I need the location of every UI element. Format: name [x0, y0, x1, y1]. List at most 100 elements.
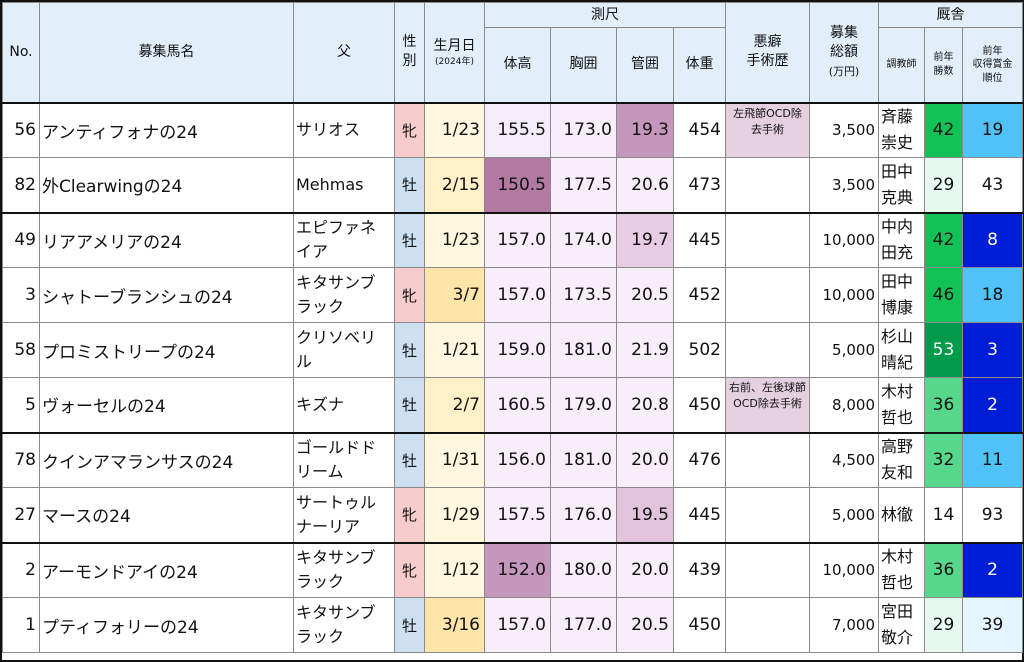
cell-sire-line1: キタサンブ — [296, 548, 376, 568]
cell-wins: 29 — [924, 157, 963, 213]
cell-cannon: 20.5 — [616, 267, 674, 323]
cell-chest: 180.0 — [550, 541, 617, 598]
cell-trainer: 木村 哲也 — [878, 541, 925, 598]
cell-rank: 2 — [961, 541, 1024, 598]
cell-no: 82 — [2, 157, 40, 213]
cell-cannon: 19.7 — [616, 211, 674, 268]
header-weight: 体重 — [673, 27, 726, 103]
cell-sire: エピファネ イア — [293, 211, 395, 268]
cell-rank: 2 — [961, 377, 1024, 433]
cell-sire-line2: ラック — [296, 297, 345, 316]
cell-sire: キタサンブ ラック — [293, 541, 395, 598]
cell-trainer-line2: 哲也 — [881, 407, 914, 427]
cell-vice — [725, 322, 810, 378]
cell-horse-name: プティフォリーの24 — [39, 597, 294, 653]
cell-sire: キタサンブ ラック — [293, 267, 395, 323]
cell-weight: 452 — [673, 267, 726, 323]
cell-sire: サートゥル ナーリア — [293, 487, 395, 543]
cell-height: 159.0 — [484, 322, 551, 378]
cell-horse-name: 外Clearwingの24 — [39, 157, 294, 213]
header-vice-line1: 悪癖 — [753, 34, 782, 51]
cell-no: 5 — [2, 377, 40, 433]
cell-weight: 502 — [673, 322, 726, 378]
table-row: 82 外Clearwingの24 Mehmas 牡 2/15 150.5 177… — [2, 157, 1024, 213]
cell-sire-line1: キタサンブ — [296, 603, 376, 622]
cell-birth: 1/12 — [424, 541, 485, 598]
cell-birth: 2/15 — [424, 157, 485, 213]
header-rank-line1: 前年 — [982, 45, 1003, 57]
cell-weight: 445 — [673, 211, 726, 268]
header-price-unit: (万円) — [828, 64, 860, 78]
cell-height: 156.0 — [484, 431, 551, 488]
cell-sex: 牝 — [394, 541, 425, 598]
cell-weight: 439 — [673, 541, 726, 598]
cell-trainer: 中内 田充 — [878, 211, 925, 268]
table-row: 1 プティフォリーの24 キタサンブ ラック 牡 3/16 157.0 177.0… — [2, 597, 1024, 653]
cell-wins: 42 — [924, 101, 963, 158]
cell-trainer-line2: 博康 — [881, 298, 914, 317]
cell-price: 10,000 — [809, 267, 879, 323]
header-wins-line2: 勝数 — [933, 65, 954, 77]
cell-sex: 牝 — [394, 487, 425, 543]
cell-trainer-line2: 克典 — [881, 187, 914, 207]
header-vice-line2: 手術歴 — [746, 53, 789, 70]
cell-sire: ゴールドド リーム — [293, 431, 395, 488]
cell-trainer-line1: 高野 — [881, 437, 914, 457]
cell-trainer: 斉藤 崇史 — [878, 101, 925, 158]
header-measure-group: 測尺 — [484, 2, 726, 28]
cell-sire-line1: キタサンブ — [296, 273, 376, 292]
cell-horse-name: プロミストリープの24 — [39, 322, 294, 378]
cell-weight: 473 — [673, 157, 726, 213]
cell-sire: Mehmas — [293, 157, 395, 213]
cell-weight: 445 — [673, 487, 726, 543]
cell-sex: 牡 — [394, 211, 425, 268]
header-name: 募集馬名 — [39, 2, 294, 103]
header-stable-group: 厩舎 — [877, 2, 1024, 28]
cell-wins: 36 — [924, 541, 963, 598]
cell-price: 3,500 — [809, 101, 879, 158]
cell-cannon: 20.5 — [616, 597, 674, 653]
cell-weight: 450 — [673, 377, 726, 433]
cell-trainer-line2: 晴紀 — [881, 353, 914, 372]
cell-no: 78 — [2, 431, 40, 488]
cell-rank: 19 — [961, 101, 1024, 158]
cell-weight: 450 — [673, 597, 726, 653]
cell-sire-line1: エピファネ — [296, 218, 377, 238]
cell-no: 58 — [2, 322, 40, 378]
cell-rank: 93 — [961, 487, 1024, 543]
header-sex-line1: 性 — [402, 34, 417, 51]
cell-trainer-line1: 田中 — [881, 161, 914, 181]
cell-chest: 174.0 — [550, 211, 617, 268]
table-row: 2 アーモンドアイの24 キタサンブ ラック 牝 1/12 152.0 180.0… — [2, 541, 1024, 598]
cell-vice — [725, 541, 810, 598]
header-trainer: 調教師 — [878, 27, 925, 103]
table-row: 5 ヴォーセルの24 キズナ 牡 2/7 160.5 179.0 20.8 45… — [2, 377, 1024, 433]
cell-rank: 3 — [961, 322, 1024, 378]
cell-trainer-line1: 杉山 — [881, 327, 914, 346]
cell-cannon: 21.9 — [616, 322, 674, 378]
cell-vice: 右前、左後球節OCD除去手術 — [725, 377, 810, 433]
cell-trainer-line1: 宮田 — [881, 602, 914, 621]
cell-wins: 29 — [924, 597, 963, 653]
cell-sire: クリソベリル — [293, 322, 395, 378]
cell-price: 3,500 — [809, 157, 879, 213]
cell-trainer-line1: 中内 — [881, 217, 914, 237]
cell-sex: 牝 — [394, 267, 425, 323]
cell-height: 160.5 — [484, 377, 551, 433]
cell-trainer-line1: 林徹 — [881, 504, 914, 524]
cell-horse-name: アンティフォナの24 — [39, 101, 294, 158]
cell-rank: 18 — [961, 267, 1024, 323]
cell-price: 10,000 — [809, 541, 879, 598]
cell-trainer: 田中 克典 — [878, 157, 925, 213]
cell-sire-line1: サリオス — [296, 120, 361, 140]
cell-price: 5,000 — [809, 487, 879, 543]
cell-trainer: 林徹 — [878, 487, 925, 543]
cell-sex: 牡 — [394, 377, 425, 433]
cell-trainer: 田中 博康 — [878, 267, 925, 323]
cell-height: 150.5 — [484, 157, 551, 213]
cell-birth: 2/7 — [424, 377, 485, 433]
cell-height: 157.5 — [484, 487, 551, 543]
cell-cannon: 19.3 — [616, 101, 674, 158]
